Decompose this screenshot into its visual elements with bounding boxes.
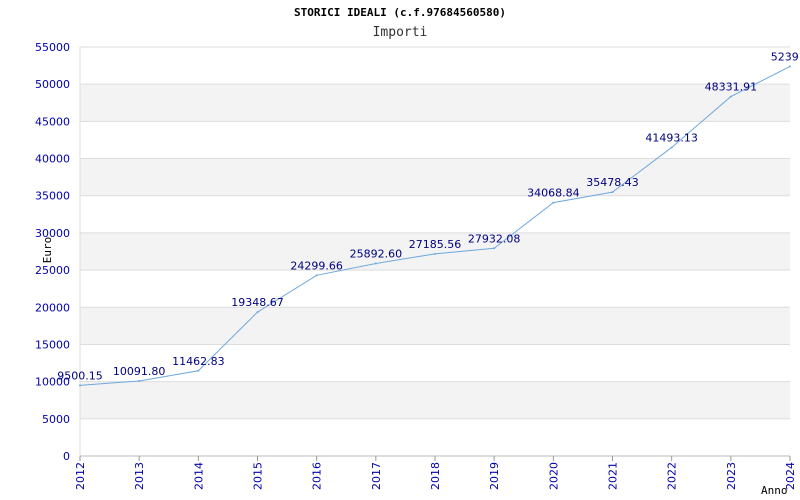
grid-lines bbox=[80, 46, 790, 457]
data-label: 41493.13 bbox=[645, 131, 698, 144]
x-axis-ticks: 2012 2013 2014 2015 2016 2017 2018 2019 2020 2021… bbox=[74, 456, 797, 490]
x-tick-label: 2022 bbox=[666, 462, 679, 490]
grid-band bbox=[80, 84, 790, 122]
data-label: 48331.91 bbox=[705, 81, 758, 94]
y-tick-label: 35000 bbox=[35, 190, 70, 203]
y-tick-label: 55000 bbox=[35, 41, 70, 54]
data-point bbox=[256, 311, 259, 314]
data-label: 35478.43 bbox=[586, 176, 639, 189]
grid-band bbox=[80, 232, 790, 271]
data-label: 9500.15 bbox=[57, 369, 103, 382]
x-tick-label: 2013 bbox=[133, 462, 146, 490]
y-tick-label: 40000 bbox=[35, 153, 70, 166]
y-tick-label: 20000 bbox=[35, 301, 70, 314]
x-tick-label: 2015 bbox=[252, 462, 265, 490]
grid-bands bbox=[80, 84, 790, 419]
x-tick-label: 2020 bbox=[547, 462, 560, 490]
data-label: 34068.84 bbox=[527, 187, 580, 200]
x-tick-label: 2018 bbox=[429, 462, 442, 490]
y-tick-label: 0 bbox=[63, 450, 70, 463]
data-label: 25892.60 bbox=[350, 247, 403, 260]
grid-band bbox=[80, 381, 790, 419]
data-point bbox=[670, 146, 673, 149]
x-tick-label: 2016 bbox=[311, 462, 324, 490]
y-tick-label: 50000 bbox=[35, 78, 70, 91]
x-tick-label: 2024 bbox=[784, 462, 797, 490]
data-point bbox=[611, 191, 614, 194]
chart-subtitle: Importi bbox=[372, 25, 428, 40]
y-tick-label: 5000 bbox=[42, 413, 70, 426]
data-point bbox=[197, 369, 200, 372]
grid-band bbox=[80, 307, 790, 345]
data-label: 24299.66 bbox=[290, 259, 343, 272]
data-point bbox=[374, 262, 377, 265]
y-tick-label: 30000 bbox=[35, 227, 70, 240]
data-point bbox=[138, 379, 141, 382]
x-tick-label: 2012 bbox=[74, 462, 87, 490]
x-tick-label: 2019 bbox=[488, 462, 501, 490]
data-point bbox=[79, 384, 81, 387]
data-point bbox=[789, 65, 791, 68]
y-tick-label: 25000 bbox=[35, 264, 70, 277]
data-label: 27185.56 bbox=[409, 238, 462, 251]
y-tick-label: 45000 bbox=[35, 115, 70, 128]
data-labels: 9500.15 10091.80 11462.83 19348.67 24299.66 2… bbox=[57, 50, 800, 382]
data-label: 52391. bbox=[771, 50, 800, 63]
data-label: 11462.83 bbox=[172, 355, 225, 368]
data-point bbox=[434, 252, 436, 255]
y-axis-ticks: 0 5000 10000 15000 20000 25000 30000 35000 40000… bbox=[35, 41, 70, 463]
data-point bbox=[729, 95, 732, 98]
series-line bbox=[79, 65, 791, 387]
y-axis-label: Euro bbox=[41, 237, 54, 264]
data-label: 19348.67 bbox=[231, 296, 284, 309]
y-tick-label: 15000 bbox=[35, 338, 70, 351]
x-tick-label: 2023 bbox=[725, 462, 738, 490]
x-tick-label: 2021 bbox=[607, 462, 620, 490]
x-axis-label: Anno bbox=[761, 484, 788, 497]
data-point bbox=[552, 201, 555, 204]
data-label: 10091.80 bbox=[113, 365, 166, 378]
x-tick-label: 2014 bbox=[192, 462, 205, 490]
data-label: 27932.08 bbox=[468, 232, 521, 245]
y-tick-label: 10000 bbox=[35, 376, 70, 389]
data-point bbox=[493, 247, 496, 250]
data-point bbox=[315, 274, 318, 277]
chart-title: STORICI IDEALI (c.f.97684560580) bbox=[294, 6, 506, 19]
x-tick-label: 2017 bbox=[370, 462, 383, 490]
grid-band bbox=[80, 158, 790, 196]
